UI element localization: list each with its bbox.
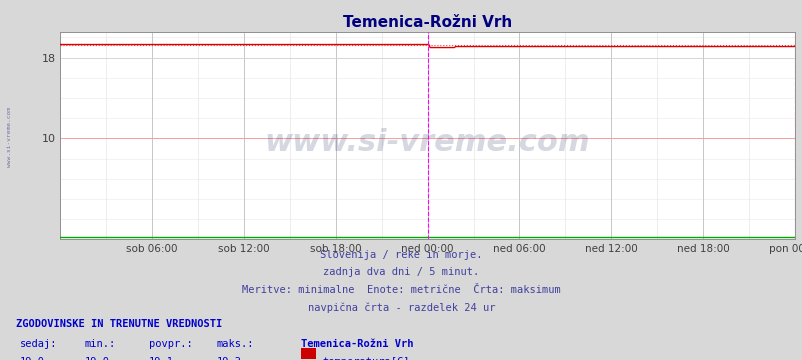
Text: www.si-vreme.com: www.si-vreme.com xyxy=(7,107,12,167)
Text: Meritve: minimalne  Enote: metrične  Črta: maksimum: Meritve: minimalne Enote: metrične Črta:… xyxy=(242,285,560,295)
Text: 19,1: 19,1 xyxy=(148,357,173,360)
Text: Temenica-Rožni Vrh: Temenica-Rožni Vrh xyxy=(301,339,413,350)
Text: temperatura[C]: temperatura[C] xyxy=(322,357,409,360)
Title: Temenica-Rožni Vrh: Temenica-Rožni Vrh xyxy=(342,15,512,30)
Text: povpr.:: povpr.: xyxy=(148,339,192,350)
Text: 19,3: 19,3 xyxy=(217,357,241,360)
Text: sedaj:: sedaj: xyxy=(20,339,58,350)
Text: navpična črta - razdelek 24 ur: navpična črta - razdelek 24 ur xyxy=(307,302,495,312)
Text: min.:: min.: xyxy=(84,339,115,350)
Text: zadnja dva dni / 5 minut.: zadnja dva dni / 5 minut. xyxy=(323,267,479,278)
Text: www.si-vreme.com: www.si-vreme.com xyxy=(265,127,589,157)
Text: Slovenija / reke in morje.: Slovenija / reke in morje. xyxy=(320,250,482,260)
Text: 19,0: 19,0 xyxy=(20,357,45,360)
Text: 19,0: 19,0 xyxy=(84,357,109,360)
Text: ZGODOVINSKE IN TRENUTNE VREDNOSTI: ZGODOVINSKE IN TRENUTNE VREDNOSTI xyxy=(16,319,222,329)
Text: maks.:: maks.: xyxy=(217,339,254,350)
